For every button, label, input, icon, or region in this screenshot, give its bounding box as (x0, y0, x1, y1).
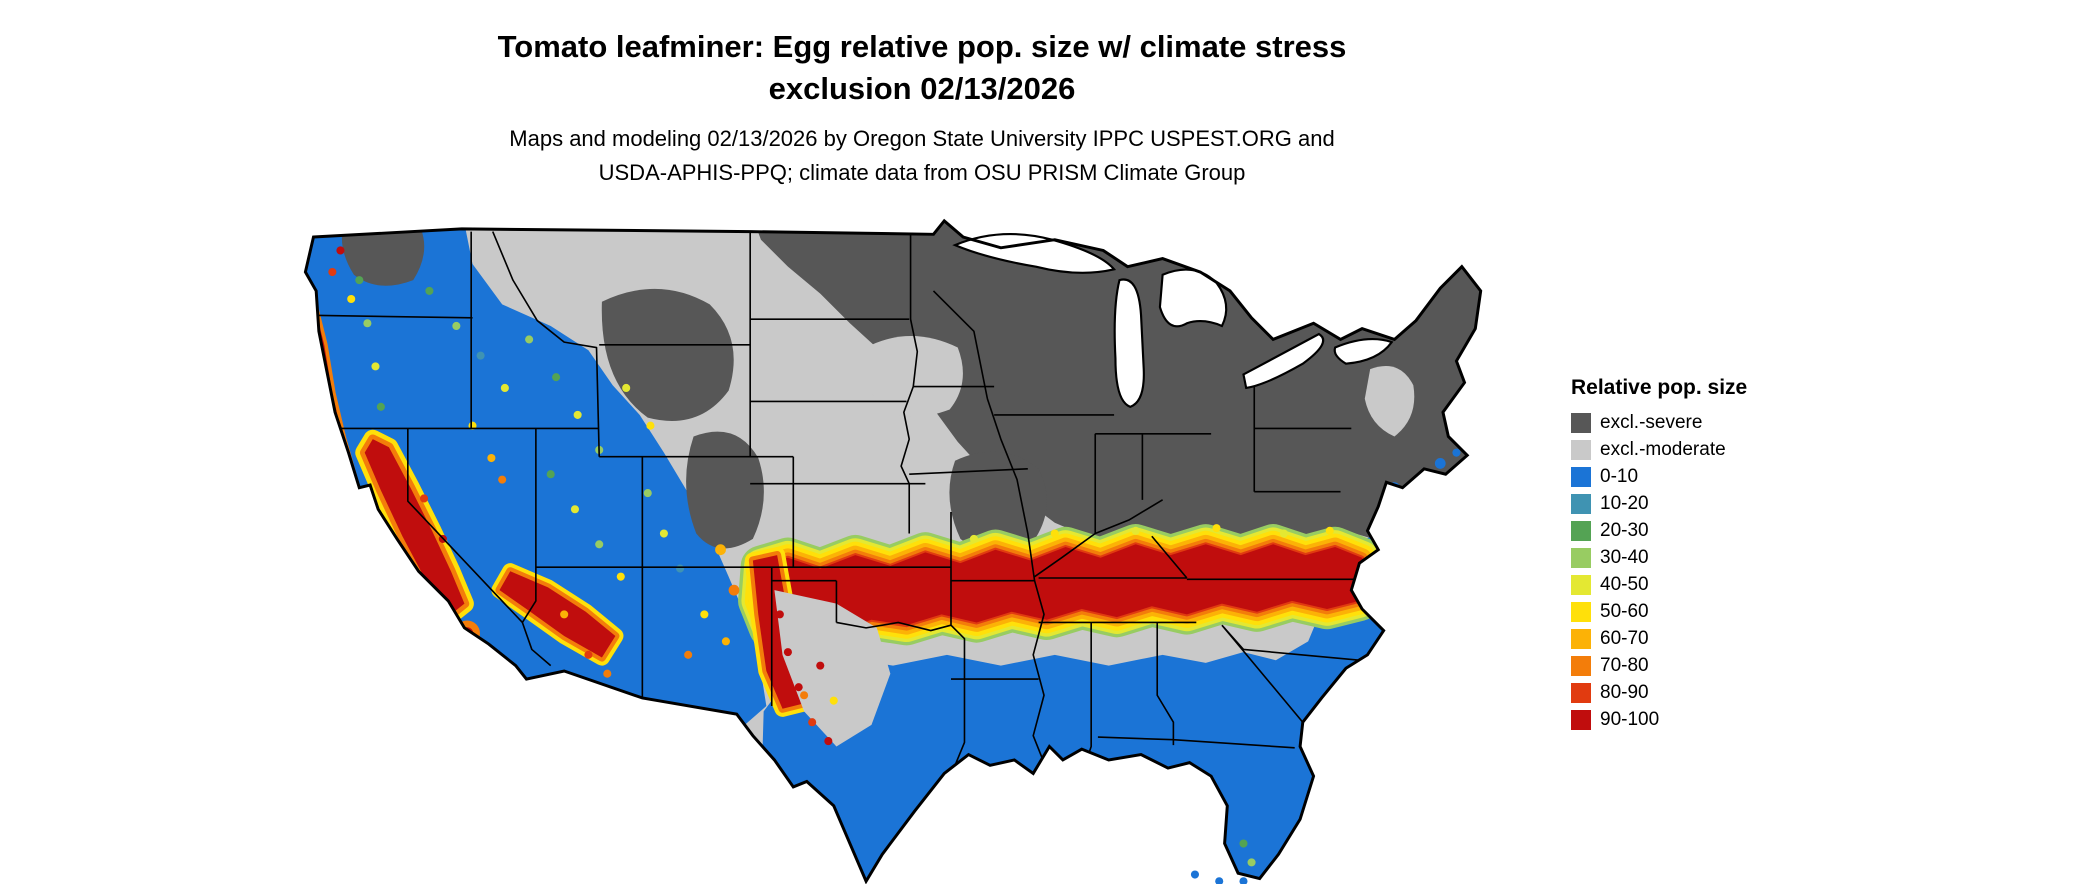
us-population-map (300, 210, 1540, 884)
legend-item: 60-70 (1571, 629, 1747, 649)
legend-item: excl.-severe (1571, 413, 1747, 433)
legend-items: excl.-severe excl.-moderate 0-10 10-20 2… (1571, 413, 1747, 730)
legend-swatch (1571, 548, 1591, 568)
lake-huron-icon (1158, 268, 1228, 328)
legend-label: excl.-moderate (1600, 439, 1726, 460)
lake-superior-icon (952, 233, 1117, 274)
zone-moderate-west-texas (774, 590, 891, 747)
legend-item: 80-90 (1571, 683, 1747, 703)
map-fill-zones (305, 220, 1481, 882)
legend-label: 30-40 (1600, 547, 1649, 568)
legend-item: excl.-moderate (1571, 440, 1747, 460)
legend-label: 20-30 (1600, 520, 1649, 541)
legend-label: 0-10 (1600, 466, 1639, 487)
legend-item: 50-60 (1571, 602, 1747, 622)
legend-swatch (1571, 521, 1591, 541)
legend-swatch (1571, 494, 1591, 514)
map-title-line2: exclusion 02/13/2026 (768, 71, 1076, 106)
legend-item: 90-100 (1571, 710, 1747, 730)
state-borders (305, 231, 1379, 766)
zone-severe-cascades (341, 220, 425, 286)
us-map-svg (303, 218, 1483, 884)
legend-item: 10-20 (1571, 494, 1747, 514)
map-subtitle-line1: Maps and modeling 02/13/2026 by Oregon S… (509, 126, 1335, 151)
legend-label: 90-100 (1600, 709, 1660, 730)
zone-moderate-newengland (1364, 366, 1415, 437)
legend-swatch (1571, 656, 1591, 676)
map-title-line1: Tomato leafminer: Egg relative pop. size… (497, 29, 1347, 64)
legend-item: 40-50 (1571, 575, 1747, 595)
legend-label: excl.-severe (1600, 412, 1703, 433)
legend-swatch (1571, 440, 1591, 460)
legend-item: 0-10 (1571, 467, 1747, 487)
legend-swatch (1571, 629, 1591, 649)
zone-severe-ozarks (949, 451, 1047, 552)
legend-label: 70-80 (1600, 655, 1649, 676)
zone-severe-rockies-north (601, 288, 734, 421)
legend-item: 70-80 (1571, 656, 1747, 676)
map-title: Tomato leafminer: Egg relative pop. size… (0, 26, 1844, 110)
legend-item: 30-40 (1571, 548, 1747, 568)
great-lakes (952, 233, 1394, 408)
legend-swatch (1571, 467, 1591, 487)
lake-erie-icon (1242, 332, 1325, 390)
legend-label: 60-70 (1600, 628, 1649, 649)
legend: Relative pop. size excl.-severe excl.-mo… (1571, 376, 1747, 737)
florida-keys (1190, 870, 1248, 884)
legend-label: 10-20 (1600, 493, 1649, 514)
lake-michigan-icon (1113, 278, 1145, 408)
us-coastline-outline (303, 218, 1483, 884)
zone-severe-rockies-south (686, 431, 764, 549)
legend-swatch (1571, 575, 1591, 595)
map-subtitle-line2: USDA-APHIS-PPQ; climate data from OSU PR… (598, 160, 1246, 185)
legend-swatch (1571, 413, 1591, 433)
legend-swatch (1571, 683, 1591, 703)
terrain-speckles (328, 246, 1461, 867)
map-subtitle: Maps and modeling 02/13/2026 by Oregon S… (0, 122, 1844, 190)
legend-label: 50-60 (1600, 601, 1649, 622)
legend-label: 40-50 (1600, 574, 1649, 595)
legend-swatch (1571, 602, 1591, 622)
legend-label: 80-90 (1600, 682, 1649, 703)
lake-ontario-icon (1333, 338, 1394, 365)
legend-item: 20-30 (1571, 521, 1747, 541)
legend-title: Relative pop. size (1571, 376, 1748, 399)
legend-swatch (1571, 710, 1591, 730)
